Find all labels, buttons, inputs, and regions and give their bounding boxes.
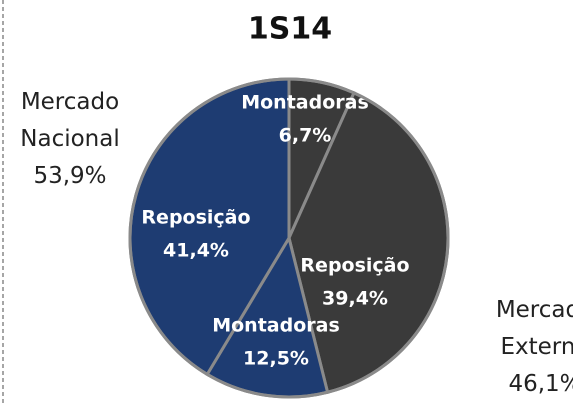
slice-label: Reposição bbox=[141, 207, 250, 229]
group-name: Mercado Externo bbox=[495, 297, 573, 360]
group-outline bbox=[128, 77, 328, 399]
slice-value: 12,5% bbox=[243, 348, 309, 370]
slice-label: Montadoras bbox=[212, 315, 340, 337]
group-value: 46,1% bbox=[508, 371, 573, 397]
slice-value: 39,4% bbox=[322, 288, 388, 310]
group-label: Mercado Nacional 53,9% bbox=[5, 84, 135, 195]
group-value: 53,9% bbox=[33, 163, 107, 189]
chart-title: 1S14 bbox=[248, 12, 332, 47]
slice-label: Montadoras bbox=[241, 92, 369, 114]
slice-value: 6,7% bbox=[279, 125, 332, 147]
slice-value: 41,4% bbox=[163, 240, 229, 262]
group-label: Mercado Externo 46,1% bbox=[480, 292, 573, 403]
group-name: Mercado Nacional bbox=[20, 89, 120, 152]
group-outline bbox=[288, 77, 450, 394]
slice-label: Reposição bbox=[300, 255, 409, 277]
